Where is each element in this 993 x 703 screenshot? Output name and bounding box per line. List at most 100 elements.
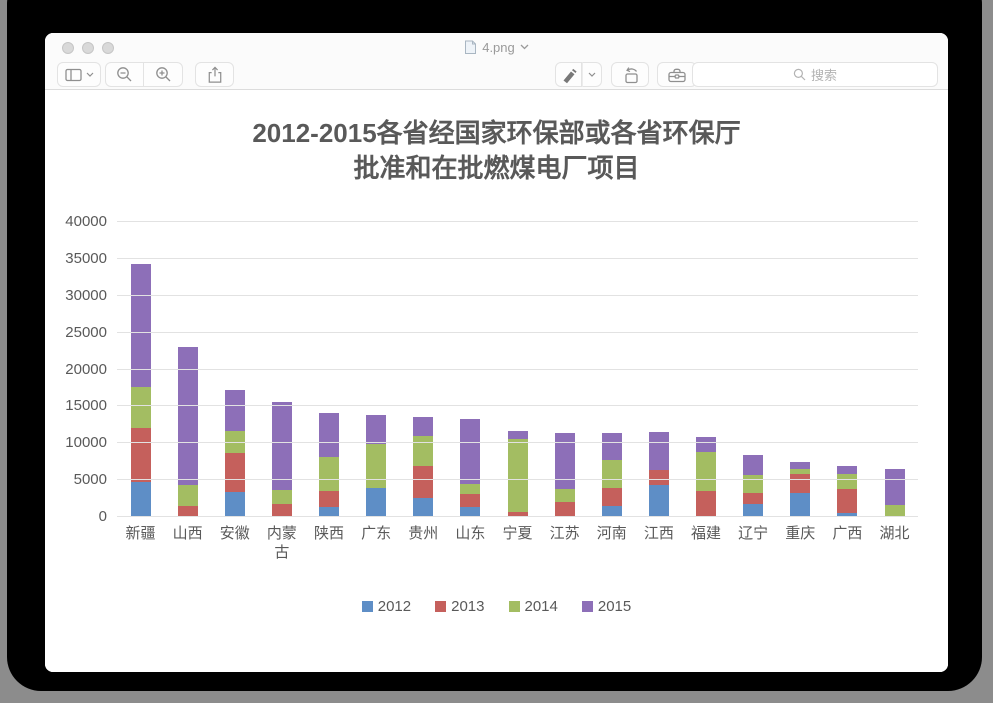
x-slot: 陕西 [306,524,353,562]
x-category-label: 广东 [361,525,392,542]
bar-segment-2014 [130,387,151,428]
x-slot: 安徽 [211,524,258,562]
markup-toolbox-button[interactable] [657,62,697,87]
x-slot: 江苏 [541,524,588,562]
gridline [117,257,918,259]
minimize-button[interactable] [82,42,94,54]
bar-segment-2015 [601,432,622,461]
markup-pen-dropdown[interactable] [582,62,602,87]
stacked-bar-江西 [648,432,669,517]
x-category-label: 江西 [643,525,674,542]
search-input[interactable]: 搜索 [692,62,938,87]
bar-slot [400,222,447,517]
gridline [117,516,918,517]
bar-segment-2012 [224,491,245,517]
stacked-bar-河南 [601,432,622,517]
legend-swatch-2014 [508,601,520,612]
bar-slot [541,222,588,517]
x-slot: 江西 [635,524,682,562]
bar-slot [635,222,682,517]
toolbar: 搜索 [45,61,948,89]
preview-window: 4.png [45,33,948,672]
bar-segment-2012 [743,503,764,517]
stacked-bar-山西 [177,346,198,517]
x-category-label: 陕西 [314,525,345,542]
bar-slot [447,222,494,517]
x-category-label: 贵州 [408,525,439,542]
bar-segment-2014 [319,456,340,492]
stacked-bar-内蒙古 [271,401,292,517]
bar-slot [730,222,777,517]
x-category-label: 山东 [455,525,486,542]
legend-swatch-2013 [435,601,447,612]
sidebar-toggle-button[interactable] [57,62,101,87]
markup-pen-button[interactable] [555,62,582,87]
bar-segment-2013 [319,491,340,508]
bar-segment-2012 [790,493,811,517]
markup-pen-group [555,62,602,87]
stacked-bar-湖北 [884,469,905,517]
bar-segment-2013 [648,469,669,485]
plot-area [117,221,918,517]
gridline [117,442,918,444]
chart-image: 2012-2015各省经国家环保部或各省环保厅 批准和在批燃煤电厂项目 0 500… [45,90,948,672]
bar-segment-2013 [413,466,434,498]
x-category-label: 重庆 [785,525,816,542]
stacked-bar-广东 [366,415,387,517]
bar-segment-2015 [507,431,528,439]
bar-segment-2014 [554,488,575,502]
stacked-bar-宁夏 [507,431,528,517]
bar-segment-2015 [177,346,198,486]
bar-segment-2014 [837,474,858,489]
bar-segment-2014 [601,460,622,488]
bar-segment-2012 [130,481,151,517]
stacked-bar-广西 [837,466,858,517]
y-tick-label: 5000 [73,471,107,489]
bar-segment-2015 [271,401,292,490]
pen-icon [563,68,577,83]
bar-segment-2012 [837,513,858,517]
gridline [117,405,918,407]
x-slot: 福建 [683,524,730,562]
sidebar-icon [65,68,82,81]
y-tick-label: 40000 [65,213,107,230]
bar-segment-2014 [224,431,245,453]
x-slot: 山西 [164,524,211,562]
chevron-down-icon [588,72,596,77]
bar-segment-2013 [507,511,528,517]
zoom-out-button[interactable] [105,62,144,87]
zoom-out-icon [117,67,132,82]
zoom-window-button[interactable] [102,42,114,54]
bar-segment-2013 [460,494,481,508]
bar-segment-2013 [696,491,717,517]
x-slot: 湖北 [871,524,918,562]
traffic-lights [62,42,114,54]
bar-segment-2014 [507,438,528,512]
window-title: 4.png [482,39,515,55]
x-slot: 内蒙古 [258,524,305,562]
zoom-button-group [105,62,183,87]
chart-title-line2: 批准和在批燃煤电厂项目 [353,153,640,183]
gridline [117,479,918,481]
rotate-button[interactable] [611,62,649,87]
search-placeholder: 搜索 [810,68,837,83]
chevron-down-icon [86,72,94,77]
bar-segment-2014 [366,444,387,489]
close-button[interactable] [62,42,74,54]
x-slot: 重庆 [777,524,824,562]
share-button[interactable] [195,62,234,87]
bar-segment-2015 [460,418,481,484]
zoom-in-button[interactable] [144,62,183,87]
bar-segment-2012 [460,507,481,517]
stacked-bar-贵州 [413,417,434,517]
bar-segment-2012 [648,484,669,517]
bar-segment-2013 [224,452,245,492]
x-category-label: 山西 [172,525,203,542]
bar-segment-2014 [790,469,811,474]
bar-segment-2014 [460,483,481,495]
bar-segment-2015 [648,432,669,470]
bar-segment-2012 [413,497,434,517]
window-title-group[interactable]: 4.png [45,39,948,55]
y-tick-label: 10000 [65,434,107,452]
y-tick-label: 15000 [65,397,107,415]
